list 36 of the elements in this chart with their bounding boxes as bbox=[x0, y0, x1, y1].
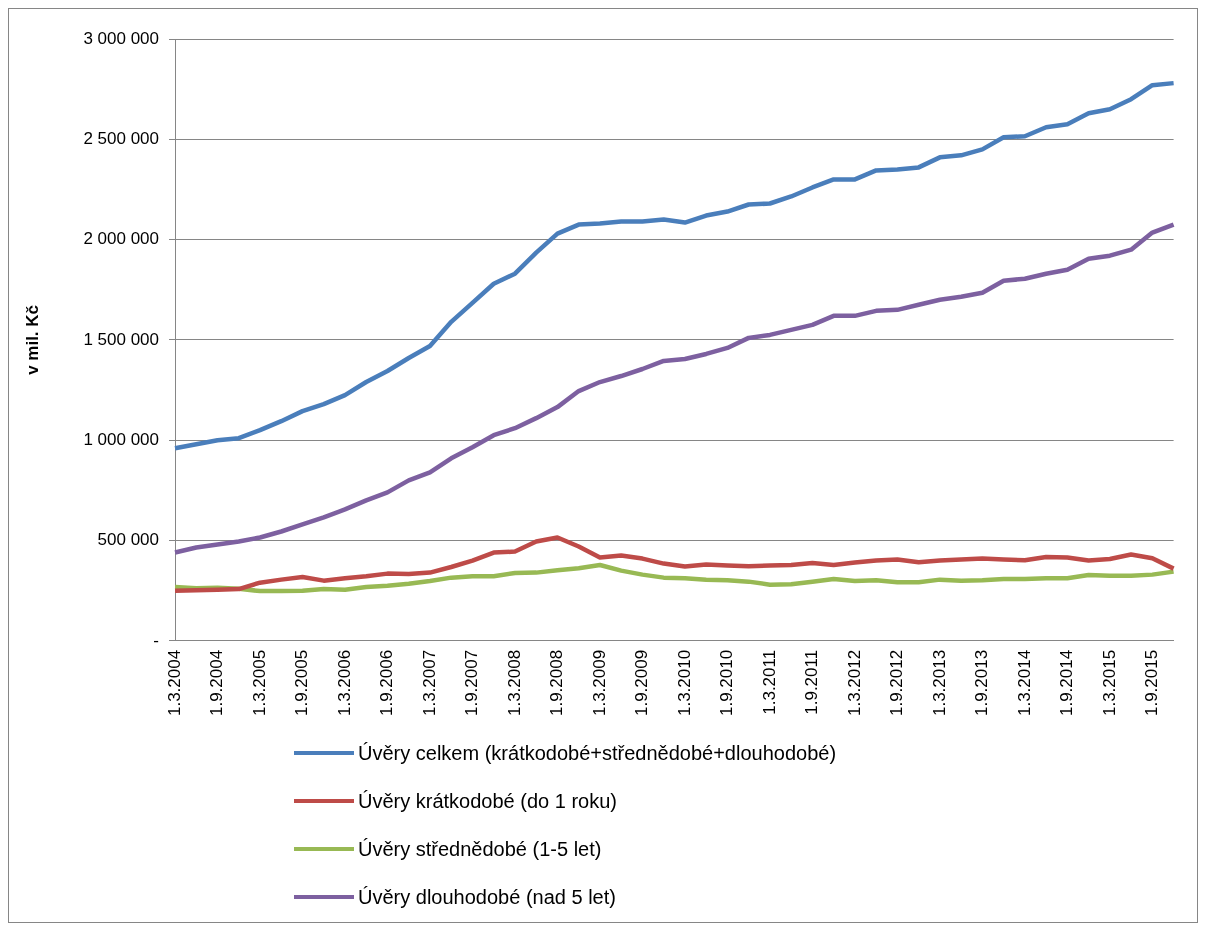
x-tick-label: 1.9.2013 bbox=[972, 649, 992, 717]
x-tick-label: 1.9.2006 bbox=[377, 649, 397, 717]
x-tick-label: 1.9.2007 bbox=[462, 649, 482, 717]
y-tick-label: 500 000 bbox=[97, 530, 160, 550]
legend-label: Úvěry celkem (krátkodobé+střednědobé+dlouhodobé) bbox=[358, 741, 837, 765]
x-tick-label: 1.9.2015 bbox=[1142, 649, 1162, 717]
y-tick-label: 2 500 000 bbox=[83, 128, 160, 148]
y-tick-label: 2 000 000 bbox=[83, 229, 160, 249]
x-tick-label: 1.3.2007 bbox=[419, 649, 439, 717]
y-tick-label: 3 000 000 bbox=[83, 28, 160, 48]
y-tick-label: 1 500 000 bbox=[83, 329, 160, 349]
legend-label: Úvěry dlouhodobé (nad 5 let) bbox=[358, 885, 616, 909]
x-tick-label: 1.3.2013 bbox=[929, 649, 949, 717]
y-axis-title: v mil. Kč bbox=[22, 304, 42, 375]
x-tick-label: 1.3.2005 bbox=[249, 649, 269, 717]
x-tick-label: 1.3.2014 bbox=[1014, 649, 1034, 717]
x-tick-label: 1.3.2008 bbox=[504, 649, 524, 717]
x-tick-label: 1.3.2011 bbox=[759, 649, 779, 715]
x-tick-label: 1.3.2015 bbox=[1099, 649, 1119, 717]
x-tick-label: 1.9.2004 bbox=[207, 649, 227, 717]
y-tick-label: 1 000 000 bbox=[83, 429, 160, 449]
x-tick-label: 1.9.2010 bbox=[717, 649, 737, 717]
x-tick-label: 1.3.2010 bbox=[674, 649, 694, 717]
legend-label: Úvěry střednědobé (1-5 let) bbox=[358, 837, 602, 861]
x-tick-label: 1.3.2006 bbox=[334, 649, 354, 717]
legend-label: Úvěry krátkodobé (do 1 roku) bbox=[358, 789, 618, 813]
x-tick-label: 1.9.2008 bbox=[547, 649, 567, 717]
x-tick-label: 1.9.2009 bbox=[632, 649, 652, 717]
x-tick-label: 1.9.2005 bbox=[292, 649, 312, 717]
x-tick-label: 1.3.2004 bbox=[164, 649, 184, 717]
x-tick-label: 1.3.2009 bbox=[589, 649, 609, 717]
x-tick-label: 1.9.2012 bbox=[887, 649, 907, 717]
y-tick-label: - bbox=[153, 630, 160, 650]
x-tick-label: 1.9.2014 bbox=[1057, 649, 1077, 717]
x-tick-label: 1.3.2012 bbox=[844, 649, 864, 717]
x-tick-label: 1.9.2011 bbox=[802, 649, 822, 715]
